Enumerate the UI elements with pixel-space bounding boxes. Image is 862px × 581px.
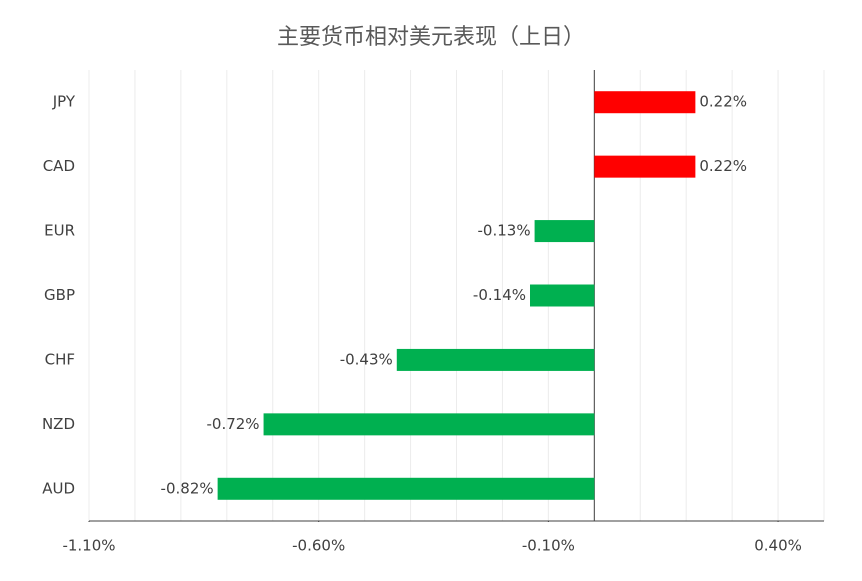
data-label: -0.72%: [206, 415, 259, 433]
y-tick-label: NZD: [42, 415, 75, 433]
x-tick-label: -0.10%: [522, 537, 575, 555]
bar: [396, 348, 595, 371]
bar: [594, 91, 696, 114]
data-label: -0.43%: [340, 350, 393, 368]
bar: [594, 155, 696, 178]
y-tick-label: CHF: [45, 350, 75, 368]
data-label: 0.22%: [699, 93, 747, 111]
data-label: -0.14%: [473, 286, 526, 304]
y-tick-label: EUR: [44, 222, 75, 240]
chart-title: 主要货币相对美元表现（上日）: [277, 25, 585, 50]
x-tick-label: -1.10%: [62, 537, 115, 555]
bar: [263, 413, 595, 436]
y-tick-label: CAD: [43, 157, 75, 175]
bar: [530, 284, 595, 307]
y-tick-label: AUD: [42, 479, 75, 497]
x-tick-label: 0.40%: [754, 537, 802, 555]
data-label: -0.13%: [478, 222, 531, 240]
y-tick-label: GBP: [44, 286, 75, 304]
bar: [217, 477, 595, 500]
bar: [534, 220, 595, 243]
y-tick-label: JPY: [52, 93, 76, 111]
data-label: -0.82%: [161, 479, 214, 497]
data-label: 0.22%: [699, 157, 747, 175]
x-tick-label: -0.60%: [292, 537, 345, 555]
